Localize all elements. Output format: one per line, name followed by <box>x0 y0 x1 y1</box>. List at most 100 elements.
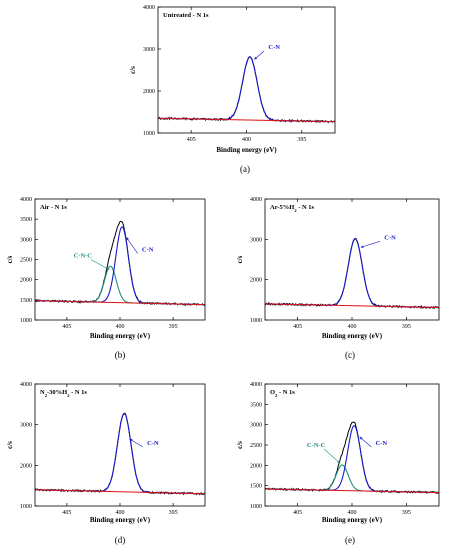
y-tick-label: 4000 <box>20 382 32 388</box>
y-tick-label: 1000 <box>250 504 262 510</box>
panel-label-e: (e) <box>345 535 355 545</box>
x-tick-label: 395 <box>169 324 178 330</box>
x-tick-label: 395 <box>402 324 411 330</box>
panel-title: Ar-5%H2 - N 1s <box>270 204 315 213</box>
series-envelope-line <box>265 421 439 495</box>
series-c-n-line <box>35 412 205 495</box>
panel-label-c: (c) <box>345 350 355 360</box>
annotation-arrowhead <box>106 267 110 270</box>
plot-frame <box>34 198 206 321</box>
panel-title: N2-30%H2 - N 1s <box>40 389 87 398</box>
y-tick-label: 2000 <box>250 278 262 284</box>
annotation-c-n: C-N <box>384 234 396 241</box>
panel-label-d: (d) <box>115 535 126 545</box>
series-group <box>35 220 205 307</box>
annotation-arrowhead <box>359 436 363 440</box>
series-background-line <box>35 300 205 306</box>
plot-frame <box>34 383 206 507</box>
plot-frame <box>157 6 336 134</box>
y-tick-label: 3500 <box>250 402 262 408</box>
y-tick-label: 2500 <box>250 443 262 449</box>
annotation-arrowhead <box>129 438 133 442</box>
y-tick-label: 1500 <box>20 298 32 304</box>
annotation-arrow <box>126 237 138 254</box>
y-tick-label: 2000 <box>143 89 155 95</box>
panel-title: O2 - N 1s <box>270 389 295 398</box>
chart-panel-c: 395 400 405 1000 2000 3000 4000 Binding energy … <box>236 197 440 360</box>
y-tick-label: 3000 <box>250 237 262 243</box>
annotation-c-n-c: C-N-C <box>74 252 93 259</box>
series-group <box>158 56 335 124</box>
series-envelope-line <box>265 237 439 310</box>
annotation-c-n: C-N <box>147 440 159 447</box>
y-tick-label: 4000 <box>250 382 262 388</box>
y-tick-label: 2000 <box>20 463 32 469</box>
x-tick-label: 405 <box>293 510 302 516</box>
y-tick-label: 1000 <box>250 318 262 324</box>
chart-panel-b: 395 400 405 1000 1500 2000 2500 3000 3500 4000 Bin… <box>6 197 206 360</box>
annotation-arrow <box>323 448 341 464</box>
x-tick-label: 400 <box>116 510 125 516</box>
series-c-n-line <box>158 56 335 123</box>
y-tick-label: 1500 <box>250 484 262 490</box>
x-tick-label: 400 <box>348 324 357 330</box>
series-c-n-line <box>265 425 439 494</box>
y-tick-label: 2000 <box>20 278 32 284</box>
x-tick-label: 405 <box>62 324 71 330</box>
y-axis-label: c/s <box>6 255 14 263</box>
annotation-c-n: C-N <box>142 246 154 253</box>
x-tick-label: 395 <box>169 510 178 516</box>
y-tick-label: 4000 <box>20 197 32 203</box>
series-c-n-c-line <box>35 265 205 306</box>
series-background-line <box>265 303 439 308</box>
plot-frame <box>264 383 440 507</box>
panel-label-b: (b) <box>115 350 126 360</box>
annotation-arrowhead <box>254 56 258 60</box>
x-tick-label: 405 <box>187 137 196 143</box>
plot-frame <box>264 198 440 321</box>
series-c-n-c-line <box>265 464 439 494</box>
series-group <box>265 237 439 310</box>
x-axis-label: Binding energy (eV) <box>322 516 383 524</box>
y-axis-label: c/s <box>236 255 244 263</box>
annotation-arrowhead <box>360 245 364 248</box>
series-background-line <box>265 488 439 494</box>
y-tick-label: 3500 <box>20 217 32 223</box>
annotation-arrowhead <box>126 237 129 241</box>
y-tick-label: 4000 <box>143 5 155 11</box>
annotation-arrow <box>360 241 381 248</box>
y-tick-label: 1000 <box>143 131 155 137</box>
series-c-n-line <box>265 238 439 309</box>
chart-panel-e: 395 400 405 1000 1500 2000 2500 3000 3500 4000 Bin… <box>236 382 440 545</box>
y-tick-label: 4000 <box>250 197 262 203</box>
x-tick-label: 400 <box>242 137 251 143</box>
series-envelope-line <box>158 56 335 124</box>
x-tick-label: 405 <box>293 324 302 330</box>
series-group <box>265 421 439 495</box>
x-tick-label: 395 <box>402 510 411 516</box>
x-axis-label: Binding energy (eV) <box>216 146 277 154</box>
annotation-arrowhead <box>337 460 341 464</box>
x-tick-label: 400 <box>348 510 357 516</box>
y-tick-label: 1000 <box>20 504 32 510</box>
y-axis-label: c/s <box>236 441 244 449</box>
annotation-c-n: C-N <box>376 440 388 447</box>
annotation-c-n: C-N <box>268 44 280 51</box>
series-group <box>35 412 205 496</box>
y-axis-label: c/s <box>6 441 14 449</box>
x-tick-label: 395 <box>297 137 306 143</box>
chart-panel-a: 395 400 405 1000 2000 3000 4000 Binding energy … <box>129 5 336 174</box>
x-axis-label: Binding energy (eV) <box>90 516 151 524</box>
y-tick-label: 2000 <box>250 463 262 469</box>
y-tick-label: 1000 <box>20 318 32 324</box>
series-background-line <box>35 489 205 495</box>
annotation-arrow <box>90 259 110 270</box>
x-axis-label: Binding energy (eV) <box>90 332 151 340</box>
x-tick-label: 400 <box>116 324 125 330</box>
y-tick-label: 3000 <box>143 47 155 53</box>
y-tick-label: 2500 <box>20 258 32 264</box>
x-axis-label: Binding energy (eV) <box>322 332 383 340</box>
x-tick-label: 405 <box>62 510 71 516</box>
series-background-line <box>158 117 335 123</box>
